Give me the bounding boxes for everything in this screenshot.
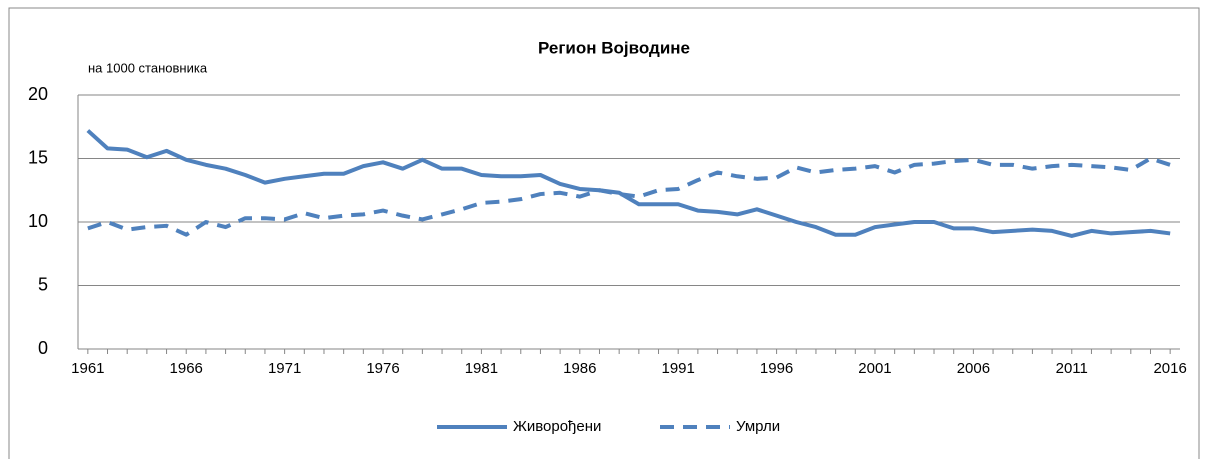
y-tick-label: 15 — [28, 147, 48, 167]
x-tick-label: 1991 — [662, 360, 695, 377]
x-tick-label: 1961 — [71, 360, 104, 377]
legend-label: Умрли — [736, 418, 780, 435]
y-axis-label: на 1000 становника — [88, 60, 208, 75]
x-tick-label: 2001 — [858, 360, 891, 377]
x-tick-label: 1986 — [563, 360, 596, 377]
y-tick-label: 0 — [38, 338, 48, 358]
x-tick-label: 2011 — [1056, 360, 1088, 377]
x-tick-label: 1981 — [465, 360, 498, 377]
x-tick-label: 1976 — [366, 360, 399, 377]
series-line — [86, 129, 1171, 238]
x-tick-label: 2006 — [957, 360, 990, 377]
legend-label: Живорођени — [513, 418, 601, 435]
series-line — [87, 156, 1171, 237]
y-tick-label: 20 — [28, 84, 48, 104]
x-tick-label: 1971 — [268, 360, 301, 377]
chart-title: Регион Војводине — [538, 38, 690, 57]
x-tick-label: 1996 — [760, 360, 793, 377]
y-tick-label: 10 — [28, 211, 48, 231]
y-tick-label: 5 — [38, 274, 48, 294]
x-tick-label: 2016 — [1153, 360, 1186, 377]
x-tick-label: 1966 — [170, 360, 203, 377]
